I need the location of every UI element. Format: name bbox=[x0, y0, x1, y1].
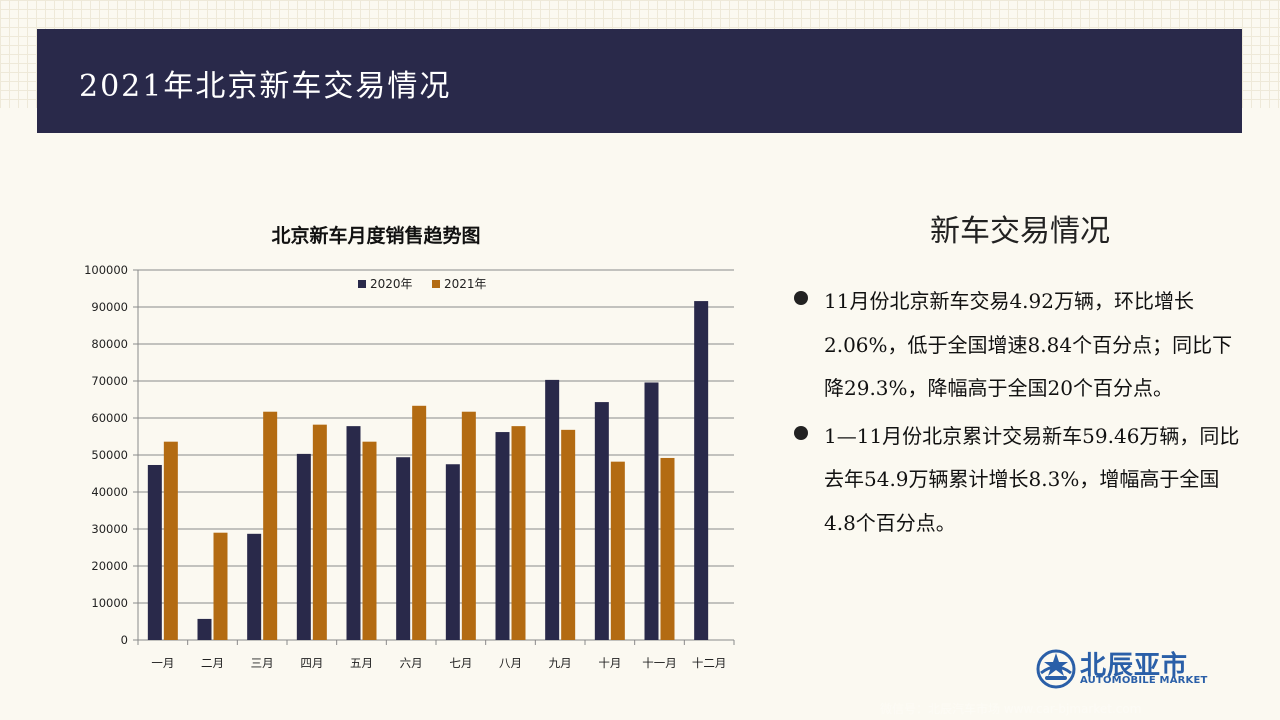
legend-label: 2021年 bbox=[444, 277, 487, 291]
header-bar: 2021年北京新车交易情况 bbox=[37, 29, 1242, 133]
x-tick-label: 十二月 bbox=[692, 656, 727, 670]
globe-car-icon bbox=[1036, 649, 1076, 689]
bar bbox=[296, 453, 311, 640]
x-tick-label: 四月 bbox=[300, 656, 323, 670]
y-tick-label: 100000 bbox=[84, 263, 128, 277]
y-tick-label: 20000 bbox=[91, 559, 128, 573]
chart-title: 北京新车月度销售趋势图 bbox=[271, 224, 480, 247]
brand-logo: 北辰亚市 AUTOMOBILE MARKET bbox=[1036, 648, 1211, 690]
logo-cn-text: 北辰亚市 bbox=[1080, 651, 1189, 681]
bar bbox=[445, 464, 460, 640]
bar bbox=[346, 426, 361, 640]
x-tick-label: 九月 bbox=[549, 656, 572, 670]
bar bbox=[694, 301, 709, 640]
y-tick-label: 10000 bbox=[91, 596, 128, 610]
y-tick-label: 80000 bbox=[91, 337, 128, 351]
x-tick-label: 三月 bbox=[251, 656, 274, 670]
x-tick-label: 五月 bbox=[350, 656, 373, 670]
bar bbox=[660, 457, 675, 640]
y-tick-label: 90000 bbox=[91, 300, 128, 314]
page-title: 2021年北京新车交易情况 bbox=[79, 69, 452, 104]
bullet-dot-icon bbox=[794, 291, 808, 305]
bar bbox=[594, 402, 609, 640]
legend-swatch bbox=[358, 280, 366, 288]
y-tick-label: 30000 bbox=[91, 522, 128, 536]
bar bbox=[197, 618, 212, 640]
bullet-item: 11月份北京新车交易4.92万辆，环比增长2.06%，低于全国增速8.84个百分… bbox=[790, 280, 1240, 411]
bar bbox=[396, 457, 411, 640]
bullet-dot-icon bbox=[794, 425, 808, 440]
y-tick-label: 0 bbox=[121, 633, 128, 647]
bar bbox=[495, 432, 510, 640]
bar bbox=[561, 429, 576, 640]
bar bbox=[610, 461, 625, 640]
bullet-list: 11月份北京新车交易4.92万辆，环比增长2.06%，低于全国增速8.84个百分… bbox=[790, 280, 1240, 549]
watermark-text: 微信号：北辰汽车市场 www.car-bjmarket.com bbox=[880, 702, 1142, 716]
bar bbox=[312, 424, 327, 640]
logo-en-text: AUTOMOBILE MARKET bbox=[1080, 675, 1208, 686]
y-tick-label: 60000 bbox=[91, 411, 128, 425]
legend-label: 2020年 bbox=[370, 277, 413, 291]
x-tick-label: 八月 bbox=[499, 656, 522, 670]
y-tick-label: 70000 bbox=[91, 374, 128, 388]
bar bbox=[644, 382, 659, 640]
bar bbox=[461, 411, 476, 640]
bar bbox=[362, 441, 377, 640]
bullet-text: 11月份北京新车交易4.92万辆，环比增长2.06%，低于全国增速8.84个百分… bbox=[824, 289, 1233, 400]
x-tick-label: 十月 bbox=[598, 656, 621, 670]
x-tick-label: 一月 bbox=[151, 656, 174, 670]
y-tick-label: 40000 bbox=[91, 485, 128, 499]
bullet-item: 1—11月份北京累计交易新车59.46万辆，同比去年54.9万辆累计增长8.3%… bbox=[790, 415, 1240, 546]
x-tick-label: 六月 bbox=[400, 656, 423, 670]
bar bbox=[412, 405, 427, 640]
x-tick-label: 二月 bbox=[201, 656, 224, 670]
x-tick-label: 七月 bbox=[449, 656, 472, 670]
bar bbox=[147, 464, 162, 640]
bullet-text: 1—11月份北京累计交易新车59.46万辆，同比去年54.9万辆累计增长8.3%… bbox=[824, 423, 1240, 535]
bar bbox=[263, 411, 278, 640]
bar bbox=[163, 441, 178, 640]
bar bbox=[213, 532, 228, 640]
legend-swatch bbox=[432, 280, 440, 288]
x-tick-label: 十一月 bbox=[642, 656, 677, 670]
bar bbox=[545, 379, 560, 640]
side-panel-title: 新车交易情况 bbox=[930, 214, 1110, 249]
bar bbox=[247, 533, 262, 640]
y-tick-label: 50000 bbox=[91, 448, 128, 462]
bar bbox=[511, 426, 526, 640]
monthly-sales-bar-chart: 北京新车月度销售趋势图 0 10000 20000 30000 40000 50000 600… bbox=[84, 224, 735, 670]
